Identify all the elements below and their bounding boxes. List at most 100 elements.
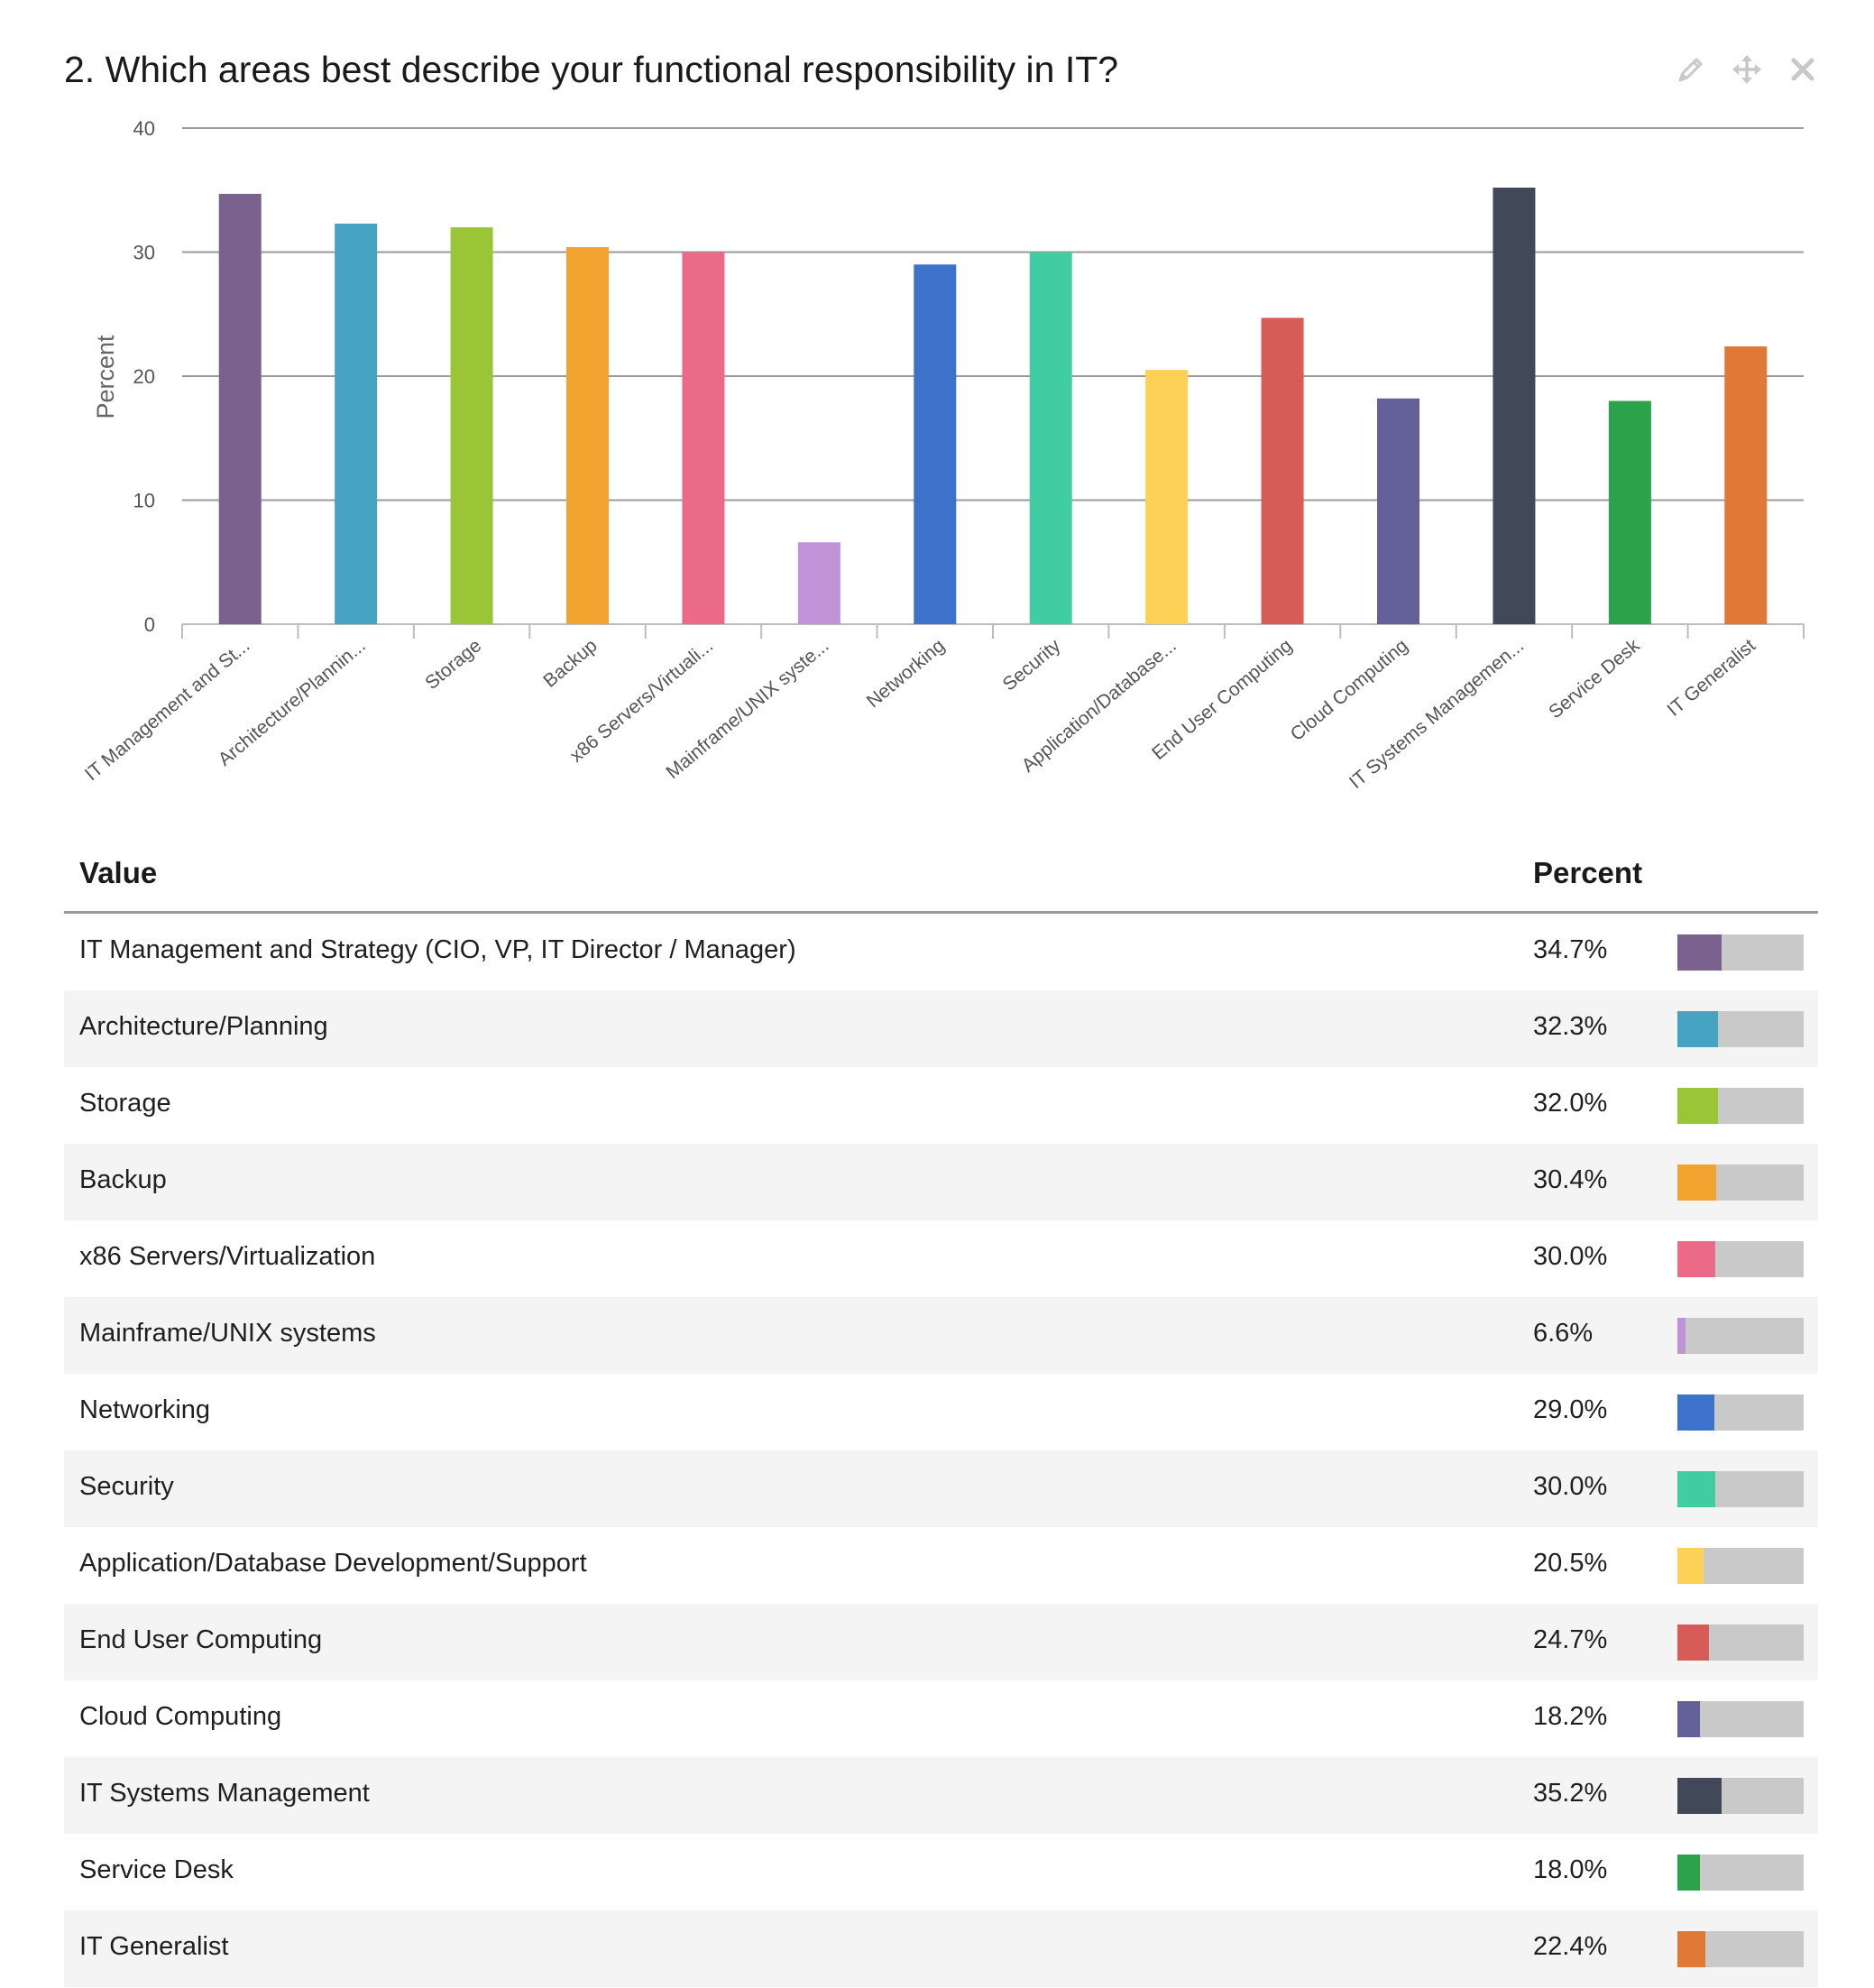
bar [914,264,957,624]
percent-bar [1677,1624,1804,1661]
row-label: Service Desk [79,1855,234,1884]
x-tick-label: IT Generalist [1663,635,1759,721]
y-tick-label: 20 [133,365,155,388]
row-label: IT Generalist [79,1932,229,1961]
row-percent: 32.3% [1533,1012,1608,1041]
table-header: Value Percent [64,843,1818,914]
widget-toolbar [1676,54,1818,85]
row-label: Mainframe/UNIX systems [79,1319,376,1348]
value-column-header: Value [79,856,158,889]
bar [1029,252,1072,624]
percent-bar-fill [1677,1088,1718,1124]
row-percent: 30.0% [1533,1242,1608,1271]
row-percent: 29.0% [1533,1395,1608,1424]
row-label: Architecture/Planning [79,1012,328,1041]
table-row: IT Generalist 22.4% [64,1910,1818,1987]
table-row: Cloud Computing 18.2% [64,1680,1818,1757]
row-percent: 18.2% [1533,1702,1608,1731]
percent-bar-fill [1677,1011,1719,1047]
y-tick-label: 0 [144,613,155,636]
table-row: Application/Database Development/Support… [64,1527,1818,1604]
bar [682,252,725,624]
percent-bar [1677,1855,1804,1891]
row-percent: 30.4% [1533,1165,1608,1194]
row-label: Storage [79,1089,171,1118]
y-axis-label: Percent [92,335,119,419]
bar [1608,400,1651,624]
x-tick-label: Security [999,635,1065,695]
row-percent: 24.7% [1533,1625,1608,1654]
row-label: IT Management and Strategy (CIO, VP, IT … [79,935,796,964]
percent-bar-fill [1677,1548,1704,1584]
table-row: Mainframe/UNIX systems 6.6% [64,1297,1818,1374]
bar [1724,346,1768,624]
bar [1261,318,1304,624]
percent-bar-fill [1677,1241,1715,1277]
question-header: 2. Which areas best describe your functi… [64,43,1818,106]
percent-bar-fill [1677,1471,1715,1507]
percent-bar-fill [1677,1318,1686,1354]
question-title: 2. Which areas best describe your functi… [64,49,1119,90]
percent-bar-fill [1677,1931,1706,1967]
table-row: Security 30.0% [64,1450,1818,1527]
percent-bar [1677,1318,1804,1354]
percent-bar [1677,1471,1804,1507]
percent-bar [1677,1011,1804,1047]
row-percent: 30.0% [1533,1472,1608,1501]
bar [335,223,378,624]
table-row: IT Systems Management 35.2% [64,1757,1818,1834]
results-table: Value Percent IT Management and Strategy… [64,843,1818,1987]
table-body: IT Management and Strategy (CIO, VP, IT … [64,914,1818,1987]
x-tick-label: Cloud Computing [1287,635,1412,745]
row-percent: 34.7% [1533,935,1608,964]
percent-bar [1677,1931,1804,1967]
row-label: Application/Database Development/Support [79,1549,587,1578]
bar [218,193,262,624]
percent-bar [1677,1164,1804,1201]
table-row: Storage 32.0% [64,1067,1818,1144]
y-tick-label: 40 [133,117,155,140]
bar [1145,370,1189,624]
row-percent: 18.0% [1533,1855,1608,1884]
percent-column-header: Percent [1533,856,1643,889]
row-label: Networking [79,1395,211,1424]
close-icon[interactable] [1787,54,1818,85]
percent-bar-fill [1677,1624,1709,1661]
table-row: End User Computing 24.7% [64,1604,1818,1680]
row-label: x86 Servers/Virtualization [79,1242,376,1271]
row-label: Backup [79,1165,167,1194]
row-label: Cloud Computing [79,1702,282,1731]
percent-bar [1677,1088,1804,1124]
y-tick-label: 30 [133,242,155,264]
percent-bar [1677,1394,1804,1431]
row-percent: 20.5% [1533,1549,1608,1578]
percent-bar-fill [1677,934,1722,971]
move-icon[interactable] [1732,54,1762,85]
percent-bar-fill [1677,1701,1701,1737]
bar [797,542,841,624]
percent-bar-fill [1677,1778,1722,1814]
row-label: IT Systems Management [79,1779,370,1808]
row-percent: 22.4% [1533,1932,1608,1961]
table-row: x86 Servers/Virtualization 30.0% [64,1220,1818,1297]
percent-bar [1677,1778,1804,1814]
table-row: Architecture/Planning 32.3% [64,990,1818,1067]
percent-bar [1677,934,1804,971]
percent-bar [1677,1701,1804,1737]
x-tick-label: Storage [421,635,485,694]
percent-bar [1677,1548,1804,1584]
bar [566,247,609,624]
table-row: Backup 30.4% [64,1144,1818,1220]
row-label: Security [79,1472,174,1501]
percent-bar-fill [1677,1164,1716,1201]
bar [450,227,493,624]
x-tick-label: Backup [539,635,601,692]
x-tick-label: Service Desk [1545,635,1644,722]
percent-bar-fill [1677,1394,1714,1431]
row-label: End User Computing [79,1625,323,1654]
table-row: IT Management and Strategy (CIO, VP, IT … [64,914,1818,990]
pencil-icon[interactable] [1676,54,1706,85]
row-percent: 6.6% [1533,1319,1594,1348]
table-row: Networking 29.0% [64,1374,1818,1450]
